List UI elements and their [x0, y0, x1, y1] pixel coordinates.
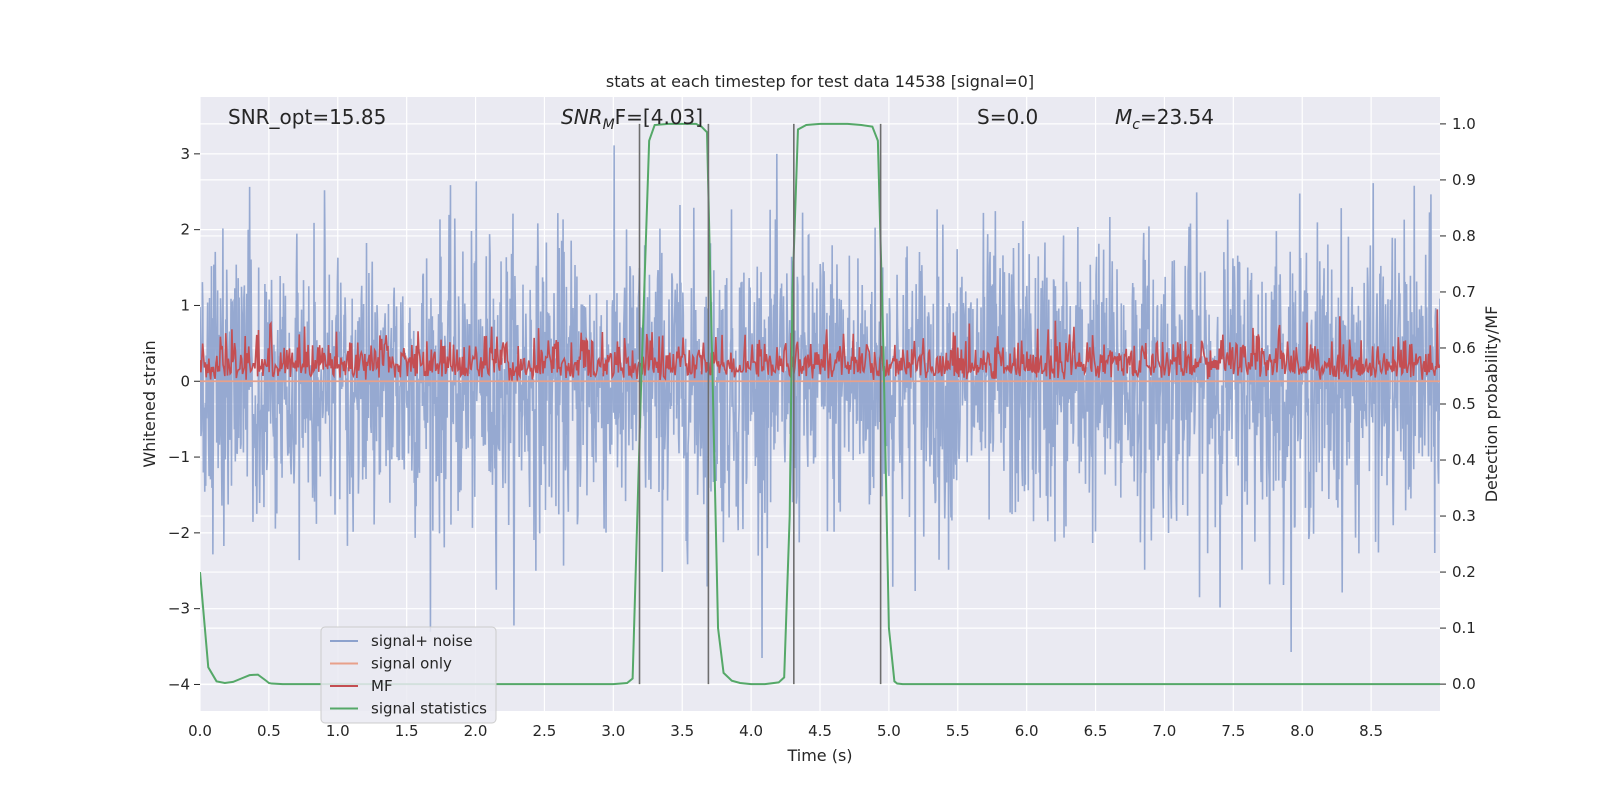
y-right-tick-label: 0.1: [1452, 619, 1476, 637]
x-tick-labels: 0.0 0.5 1.0 1.5 2.0 2.5 3.0 3.5 4.0 4.5 5.0 5.5 6.0 6…: [188, 722, 1383, 740]
x-tick-label: 1.0: [326, 722, 350, 740]
x-tick-label: 0.5: [257, 722, 281, 740]
x-tick-label: 1.5: [395, 722, 419, 740]
y-right-tick-label: 0.2: [1452, 563, 1476, 581]
y-left-tick-label: 2: [180, 221, 190, 239]
y-right-tick-label: 0.4: [1452, 451, 1476, 469]
series-signal-noise: [200, 145, 1440, 658]
x-tick-label: 6.5: [1084, 722, 1108, 740]
x-tick-label: 0.0: [188, 722, 212, 740]
legend-box: [320, 626, 497, 724]
snr-mf-annotation: SNRMF=[4.03]: [561, 105, 703, 133]
y-right-tick-label: 0.5: [1452, 395, 1476, 413]
legend-item-label: signal+ noise: [371, 632, 473, 650]
x-tick-label: 2.5: [533, 722, 557, 740]
snr-mf-base: SNR: [561, 105, 603, 129]
legend-item-label: signal statistics: [371, 700, 487, 718]
x-tick-label: 6.0: [1015, 722, 1039, 740]
snr-mf-rest: F=[4.03]: [615, 105, 703, 129]
series-mf: [200, 309, 1440, 382]
y-left-tick-label: 0: [180, 372, 190, 390]
x-axis-label: Time (s): [786, 746, 852, 765]
x-tick-label: 4.5: [808, 722, 832, 740]
y-right-tick-label: 0.3: [1452, 507, 1476, 525]
legend: signal+ noise signal only MF signal statist…: [320, 626, 497, 724]
y-left-tick-label: 3: [180, 145, 190, 163]
y-right-tick-label: 0.8: [1452, 227, 1476, 245]
x-tick-label: 7.0: [1153, 722, 1177, 740]
mc-rest: =23.54: [1140, 105, 1214, 129]
y-right-tick-label: 0.9: [1452, 171, 1476, 189]
y-left-tick-label: −2: [168, 524, 190, 542]
y-left-tick-label: −4: [168, 675, 190, 693]
y-left-tick-label: −1: [168, 448, 190, 466]
x-tick-label: 2.0: [464, 722, 488, 740]
legend-item-label: signal only: [371, 655, 452, 673]
y-left-tick-label: −3: [168, 600, 190, 618]
y-right-tick-label: 0.6: [1452, 339, 1476, 357]
x-tick-label: 3.5: [670, 722, 694, 740]
x-tick-label: 8.0: [1290, 722, 1314, 740]
mc-annotation: Mc=23.54: [1115, 105, 1214, 133]
mc-sub: c: [1132, 117, 1140, 133]
y-right-axis-label: Detection probability/MF: [1482, 306, 1501, 503]
s-annotation: S=0.0: [977, 105, 1038, 129]
series-layer: [200, 122, 1440, 686]
snr-opt-annotation: SNR_opt=15.85: [228, 105, 386, 129]
x-tick-label: 5.0: [877, 722, 901, 740]
x-tick-label: 3.0: [601, 722, 625, 740]
y-left-axis-label: Whitened strain: [140, 340, 159, 467]
chart-title: stats at each timestep for test data 145…: [606, 72, 1034, 91]
y-right-tick-labels: 0.0 0.1 0.2 0.3 0.4 0.5 0.6 0.7 0.8 0.9 1.0: [1440, 115, 1476, 693]
y-right-tick-label: 0.7: [1452, 283, 1476, 301]
series-signal-statistics: [200, 122, 1440, 686]
y-left-tick-labels: −4 −3 −2 −1 0 1 2 3: [168, 145, 200, 693]
x-tick-label: 4.0: [739, 722, 763, 740]
legend-item-label: MF: [371, 677, 393, 695]
snr-mf-sub: M: [603, 117, 615, 133]
y-left-tick-label: 1: [180, 296, 190, 314]
y-right-tick-label: 1.0: [1452, 115, 1476, 133]
vertical-markers: [638, 123, 882, 685]
x-tick-label: 7.5: [1221, 722, 1245, 740]
x-tick-label: 8.5: [1359, 722, 1383, 740]
mc-base: M: [1115, 105, 1132, 129]
x-tick-label: 5.5: [946, 722, 970, 740]
y-right-tick-label: 0.0: [1452, 675, 1476, 693]
